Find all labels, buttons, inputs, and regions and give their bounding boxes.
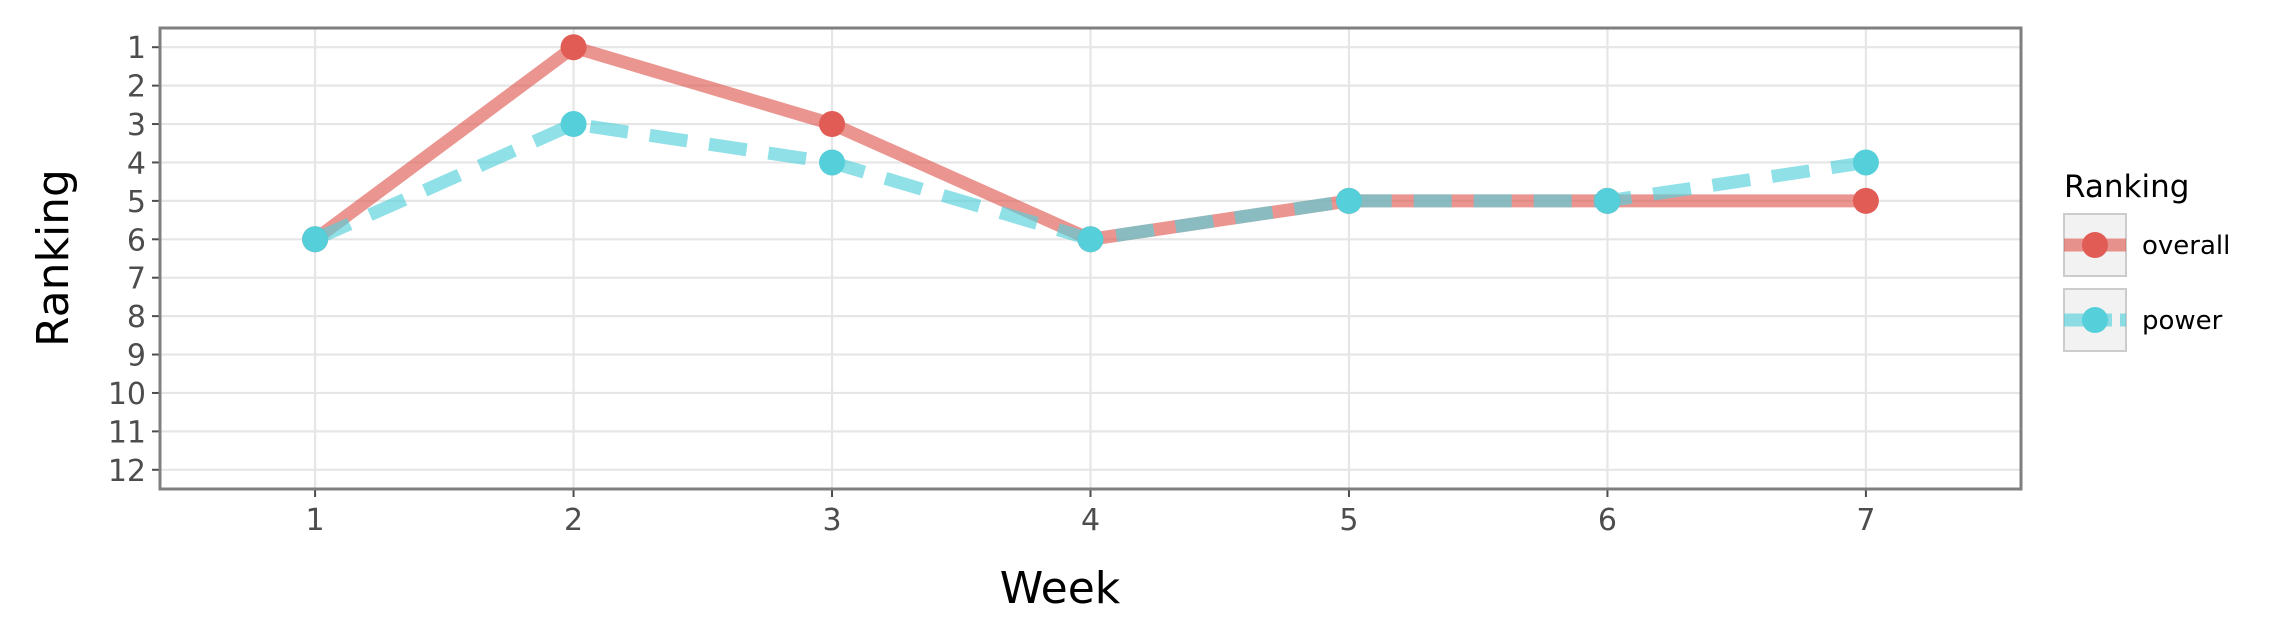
data-point-overall [560, 34, 587, 61]
y-axis-title: Ranking [28, 169, 79, 347]
legend-title: Ranking [2064, 169, 2189, 205]
legend-marker-power [2082, 307, 2108, 333]
x-axis-title: Week [1000, 563, 1121, 614]
legend-items: overall power [2063, 213, 2230, 352]
data-point-power [1852, 149, 1879, 176]
y-tick-label: 2 [127, 70, 146, 105]
y-tick-label: 6 [127, 223, 146, 258]
data-point-power [1335, 187, 1362, 214]
data-point-overall [819, 111, 846, 138]
legend: Ranking overall power [2063, 169, 2230, 352]
x-tick-label: 4 [1081, 503, 1100, 538]
legend-label-overall: overall [2142, 231, 2230, 261]
y-tick-label: 5 [127, 185, 146, 220]
x-tick-label: 2 [564, 503, 583, 538]
data-point-power [819, 149, 846, 176]
data-point-overall [1852, 187, 1879, 214]
x-tick-label: 1 [306, 503, 325, 538]
x-tick-label: 3 [822, 503, 841, 538]
y-tick-label: 11 [108, 415, 146, 450]
y-tick-label: 1 [127, 31, 146, 66]
y-tick-label: 7 [127, 262, 146, 297]
x-axis-ticks: 1 2 3 4 5 6 7 [306, 489, 1875, 538]
legend-label-power: power [2142, 306, 2223, 336]
data-point-power [1077, 226, 1104, 253]
data-point-power [560, 111, 587, 138]
data-point-power [302, 226, 329, 253]
x-tick-label: 7 [1856, 503, 1875, 538]
y-tick-label: 9 [127, 339, 146, 374]
y-tick-label: 8 [127, 300, 146, 335]
x-tick-label: 6 [1598, 503, 1617, 538]
legend-marker-overall [2082, 232, 2108, 258]
y-tick-label: 10 [108, 377, 146, 412]
y-tick-label: 12 [108, 454, 146, 489]
plot-border [158, 26, 2023, 491]
x-tick-label: 5 [1339, 503, 1358, 538]
y-tick-label: 3 [127, 108, 146, 143]
series-points [302, 34, 1879, 253]
data-point-power [1594, 187, 1621, 214]
y-tick-label: 4 [127, 146, 146, 181]
